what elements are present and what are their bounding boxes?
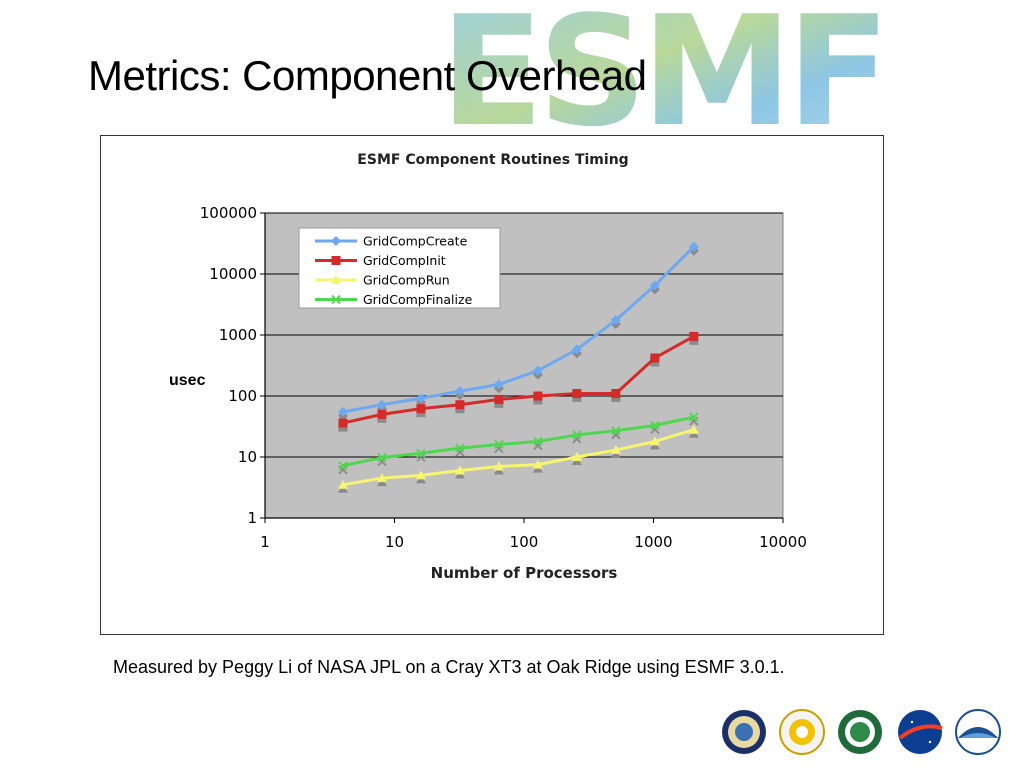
chart-title: ESMF Component Routines Timing <box>357 152 628 168</box>
data-point-gridcompinit <box>416 404 426 414</box>
data-point-gridcomprun <box>688 424 699 434</box>
chart: ESMF Component Routines Timing 1 10 100 100… <box>169 152 807 582</box>
data-point-gridcompinit <box>572 388 582 398</box>
data-point-gridcomprun <box>610 445 621 455</box>
y-tick-label: 10000 <box>209 265 257 283</box>
data-point-gridcompcreate <box>493 379 504 390</box>
noaa-logo <box>955 709 1001 755</box>
data-point-gridcompfinalize <box>689 412 699 422</box>
department-of-defense-seal <box>722 710 766 754</box>
data-point-gridcompcreate <box>454 386 465 397</box>
data-point-gridcompinit <box>611 388 621 398</box>
data-point-gridcomprun <box>337 479 348 489</box>
data-point-gridcompfinalize <box>416 448 426 458</box>
data-point-gridcompfinalize <box>494 439 504 450</box>
data-point-gridcompinit <box>650 353 660 363</box>
data-point-gridcompcreate <box>571 344 582 355</box>
y-tick-label: 10 <box>238 448 257 466</box>
data-point-gridcompcreate <box>688 241 699 252</box>
axes: 1 10 100 1000 10000 100000 1 10 100 1000 10000 <box>200 204 807 551</box>
data-point-gridcompfinalize <box>611 426 621 436</box>
y-tick-label: 1 <box>247 509 257 527</box>
series-lines <box>337 241 699 493</box>
data-point-gridcomprun <box>376 473 387 483</box>
esmf-logo: ESMF <box>440 8 890 128</box>
nasa-logo <box>898 710 943 754</box>
legend-label: GridCompRun <box>363 273 450 288</box>
legend-marker-gridcompcreate <box>331 236 341 246</box>
chart-frame: ESMF Component Routines Timing 1 10 100 100… <box>100 135 884 635</box>
data-point-gridcomprun <box>532 459 543 469</box>
data-point-gridcompinit <box>455 400 465 410</box>
data-point-gridcompfinalize <box>377 452 387 463</box>
data-point-gridcomprun <box>493 461 504 471</box>
legend: GridCompCreate GridCompInit GridCompRun Gri… <box>298 227 501 309</box>
esmf-logo-text: ESMF <box>440 8 884 128</box>
data-point-gridcomprun <box>415 470 426 480</box>
data-point-gridcompfinalize <box>650 420 660 431</box>
data-point-gridcompinit <box>338 418 348 428</box>
legend-marker-gridcompfinalize <box>331 294 341 305</box>
data-point-gridcompcreate <box>649 280 660 291</box>
data-point-gridcompfinalize <box>338 461 348 471</box>
series-line-gridcompcreate <box>342 245 695 414</box>
legend-marker-gridcomprun <box>331 275 341 284</box>
data-point-gridcompcreate <box>532 365 543 376</box>
x-tick-label: 100 <box>510 533 539 551</box>
legend-label: GridCompFinalize <box>363 292 473 307</box>
data-point-gridcompinit <box>377 409 387 419</box>
x-tick-label: 1000 <box>634 533 672 551</box>
department-of-energy-seal <box>838 710 882 754</box>
data-point-gridcomprun <box>649 436 660 446</box>
y-tick-label: 100 <box>228 387 257 405</box>
legend-marker-gridcompinit <box>331 256 341 265</box>
x-tick-label: 1 <box>260 533 270 551</box>
x-axis-label: Number of Processors <box>431 564 618 582</box>
agency-logos <box>722 709 1001 755</box>
data-point-gridcompinit <box>533 391 543 401</box>
series-line-gridcompfinalize <box>342 415 695 468</box>
series-line-gridcomprun <box>342 428 695 487</box>
data-point-gridcompcreate <box>415 393 426 404</box>
national-science-foundation-seal <box>779 709 825 755</box>
data-point-gridcompfinalize <box>455 443 465 453</box>
y-axis-label: usec <box>169 372 206 389</box>
data-point-gridcompcreate <box>337 406 348 417</box>
data-point-gridcompfinalize <box>533 436 543 447</box>
data-point-gridcompinit <box>494 394 504 404</box>
data-point-gridcompinit <box>689 331 699 341</box>
y-tick-label: 100000 <box>200 204 257 222</box>
x-tick-label: 10000 <box>759 533 807 551</box>
series-line-gridcompinit <box>342 335 695 425</box>
slide-title: Metrics: Component Overhead <box>88 52 647 99</box>
x-tick-label: 10 <box>385 533 404 551</box>
legend-label: GridCompCreate <box>363 234 468 249</box>
series-shadow-point <box>338 465 348 475</box>
data-point-gridcompfinalize <box>572 430 582 440</box>
caption: Measured by Peggy Li of NASA JPL on a Cr… <box>113 657 785 677</box>
data-point-gridcomprun <box>454 465 465 475</box>
data-point-gridcomprun <box>571 452 582 461</box>
y-tick-label: 1000 <box>219 326 257 344</box>
legend-label: GridCompInit <box>363 253 446 268</box>
data-point-gridcompcreate <box>376 399 387 410</box>
data-point-gridcompcreate <box>610 315 621 326</box>
